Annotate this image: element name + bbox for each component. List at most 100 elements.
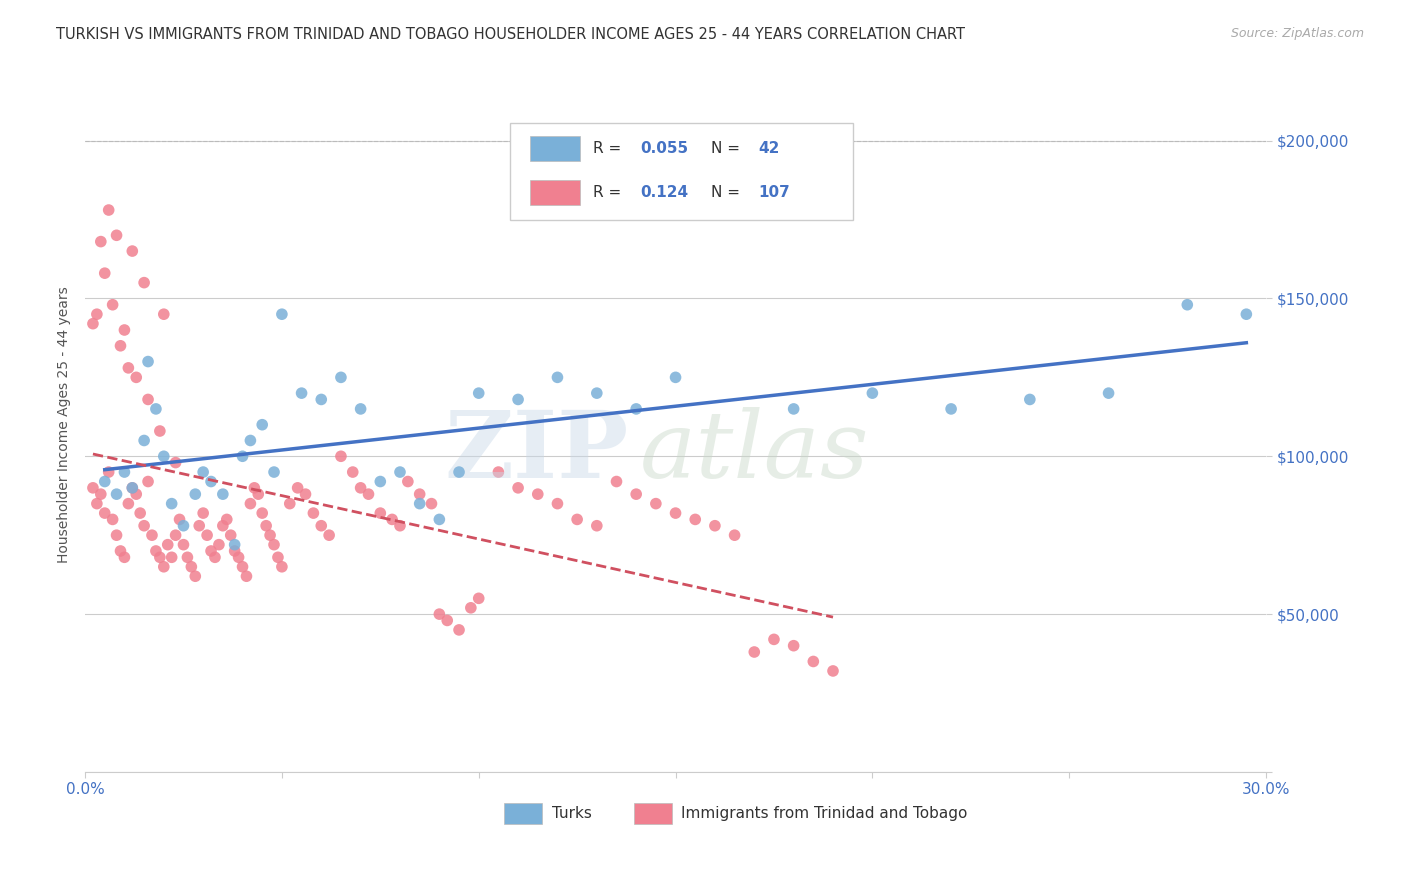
Point xyxy=(136,475,159,489)
FancyBboxPatch shape xyxy=(510,122,852,219)
Point xyxy=(388,465,411,479)
Point xyxy=(211,518,233,533)
Text: 0.055: 0.055 xyxy=(640,142,689,156)
Point xyxy=(101,298,124,312)
Point xyxy=(349,481,371,495)
Point xyxy=(156,538,179,552)
Point xyxy=(211,487,233,501)
Point xyxy=(215,512,238,526)
Point xyxy=(239,434,262,448)
Point xyxy=(447,465,470,479)
FancyBboxPatch shape xyxy=(634,803,672,824)
Point xyxy=(121,244,143,258)
Point xyxy=(408,487,430,501)
Point xyxy=(287,481,309,495)
Point xyxy=(486,465,509,479)
Point xyxy=(117,360,139,375)
Point xyxy=(219,528,242,542)
Point xyxy=(801,655,824,669)
Point xyxy=(160,550,183,565)
Text: TURKISH VS IMMIGRANTS FROM TRINIDAD AND TOBAGO HOUSEHOLDER INCOME AGES 25 - 44 Y: TURKISH VS IMMIGRANTS FROM TRINIDAD AND … xyxy=(56,27,966,42)
Point xyxy=(86,497,108,511)
Text: ZIP: ZIP xyxy=(444,408,628,498)
Point xyxy=(105,228,128,243)
Point xyxy=(467,386,489,401)
Point xyxy=(388,518,411,533)
Point xyxy=(231,559,253,574)
FancyBboxPatch shape xyxy=(530,136,579,161)
Point xyxy=(172,518,194,533)
Point xyxy=(723,528,745,542)
Text: atlas: atlas xyxy=(640,408,870,498)
Point xyxy=(506,392,529,407)
Y-axis label: Householder Income Ages 25 - 44 years: Householder Income Ages 25 - 44 years xyxy=(58,286,72,563)
Point xyxy=(467,591,489,606)
Point xyxy=(239,497,262,511)
Point xyxy=(110,544,132,558)
Point xyxy=(1097,386,1119,401)
Point xyxy=(136,392,159,407)
Point xyxy=(114,550,136,565)
Point xyxy=(294,487,316,501)
Text: Turks: Turks xyxy=(551,806,592,822)
Point xyxy=(1175,298,1198,312)
Point xyxy=(184,569,207,583)
Point xyxy=(427,607,450,621)
Point xyxy=(782,639,804,653)
Point xyxy=(172,538,194,552)
Point xyxy=(263,538,285,552)
Point xyxy=(195,528,218,542)
Point xyxy=(94,266,117,280)
FancyBboxPatch shape xyxy=(505,803,543,824)
Point xyxy=(263,465,285,479)
Point xyxy=(165,456,187,470)
Point xyxy=(90,235,112,249)
Point xyxy=(125,487,148,501)
Text: 42: 42 xyxy=(758,142,779,156)
Text: R =: R = xyxy=(593,142,626,156)
Point xyxy=(145,544,167,558)
FancyBboxPatch shape xyxy=(530,179,579,204)
Point xyxy=(624,401,647,416)
Point xyxy=(134,518,156,533)
Point xyxy=(644,497,666,511)
Point xyxy=(129,506,152,520)
Point xyxy=(368,506,391,520)
Point xyxy=(82,481,104,495)
Point xyxy=(153,559,176,574)
Point xyxy=(160,497,183,511)
Point xyxy=(101,512,124,526)
Point xyxy=(342,465,364,479)
Point xyxy=(546,370,568,384)
Point xyxy=(94,506,117,520)
Point xyxy=(200,544,222,558)
Text: 0.124: 0.124 xyxy=(640,185,689,200)
Point xyxy=(254,518,277,533)
Point xyxy=(329,450,352,464)
Point xyxy=(224,538,246,552)
Point xyxy=(200,475,222,489)
Point xyxy=(460,600,482,615)
Point xyxy=(165,528,187,542)
Point xyxy=(762,632,785,647)
Point xyxy=(145,401,167,416)
Point xyxy=(447,623,470,637)
Point xyxy=(121,481,143,495)
Point xyxy=(188,518,211,533)
Point xyxy=(191,465,214,479)
Point xyxy=(176,550,198,565)
Point xyxy=(204,550,226,565)
Point xyxy=(329,370,352,384)
Point xyxy=(235,569,257,583)
Point xyxy=(1018,392,1040,407)
Point xyxy=(546,497,568,511)
Point xyxy=(121,481,143,495)
Point xyxy=(349,401,371,416)
Point xyxy=(208,538,231,552)
Text: Source: ZipAtlas.com: Source: ZipAtlas.com xyxy=(1230,27,1364,40)
Text: 107: 107 xyxy=(758,185,790,200)
Point xyxy=(243,481,266,495)
Point xyxy=(184,487,207,501)
Point xyxy=(624,487,647,501)
Point xyxy=(250,417,273,432)
